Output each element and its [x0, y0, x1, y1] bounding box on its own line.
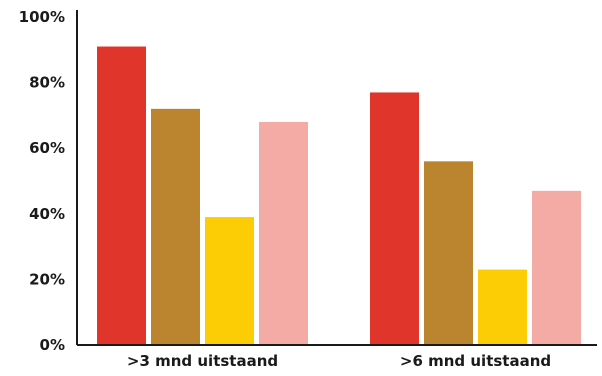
- x-tick-label: >6 mnd uitstaand: [400, 352, 551, 370]
- y-tick-label: 100%: [19, 8, 65, 26]
- y-tick-label: 0%: [40, 336, 65, 354]
- y-tick-label: 20%: [29, 270, 65, 288]
- bar: [259, 121, 308, 346]
- bar: [424, 161, 473, 345]
- x-tick-label: >3 mnd uitstaand: [127, 352, 278, 370]
- y-axis-ticks: 0% 20% 40% 60% 80% 100%: [19, 8, 65, 354]
- bar: [205, 217, 254, 345]
- bars: [97, 46, 581, 346]
- bar: [97, 46, 146, 346]
- bar: [151, 108, 200, 345]
- bar: [532, 190, 581, 345]
- bar: [370, 92, 419, 345]
- y-tick-label: 80%: [29, 74, 65, 92]
- bar: [478, 269, 527, 345]
- y-tick-label: 60%: [29, 139, 65, 157]
- y-tick-label: 40%: [29, 205, 65, 223]
- x-axis-labels: >3 mnd uitstaand >6 mnd uitstaand: [127, 352, 551, 370]
